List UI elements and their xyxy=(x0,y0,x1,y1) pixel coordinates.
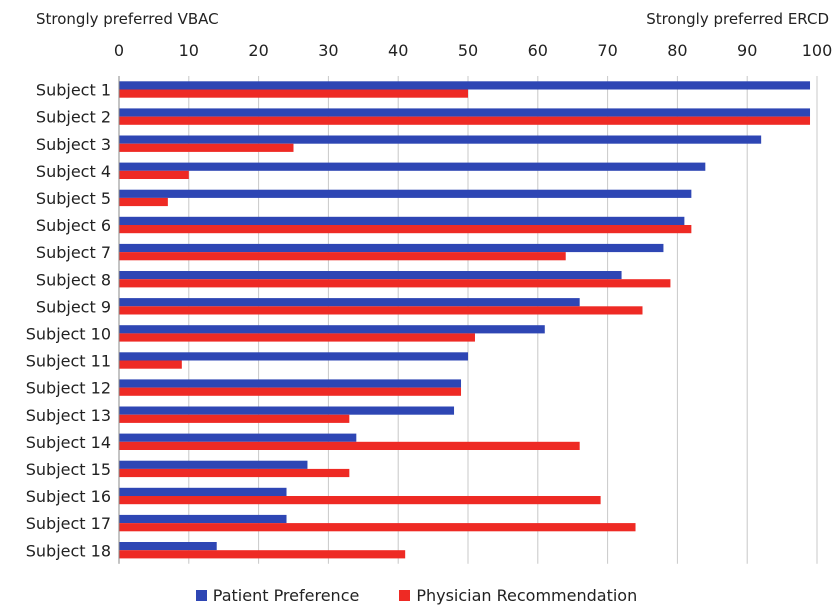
bar-physician-13 xyxy=(119,414,350,423)
legend-swatch-patient xyxy=(195,590,207,601)
bar-physician-2 xyxy=(119,116,811,125)
x-tick-label-90: 90 xyxy=(737,41,757,60)
bar-patient-3 xyxy=(119,135,762,144)
legend-swatch-physician xyxy=(399,590,411,601)
category-label-15: Subject 15 xyxy=(26,460,111,479)
bar-physician-16 xyxy=(119,496,601,505)
bar-patient-1 xyxy=(119,81,811,90)
x-tick-label-20: 20 xyxy=(248,41,268,60)
bars xyxy=(119,81,811,559)
bar-patient-6 xyxy=(119,216,685,225)
x-tick-label-70: 70 xyxy=(597,41,617,60)
category-label-5: Subject 5 xyxy=(36,189,111,208)
legend-item-patient-preference: Patient Preference xyxy=(195,586,360,605)
legend-label-patient: Patient Preference xyxy=(212,586,360,605)
bar-patient-10 xyxy=(119,325,545,334)
bar-patient-4 xyxy=(119,162,706,171)
category-label-1: Subject 1 xyxy=(36,81,111,100)
x-tick-label-30: 30 xyxy=(318,41,338,60)
category-label-3: Subject 3 xyxy=(36,135,111,154)
bar-physician-15 xyxy=(119,468,350,478)
category-label-11: Subject 11 xyxy=(26,352,111,371)
category-label-13: Subject 13 xyxy=(26,406,111,425)
bar-physician-8 xyxy=(119,279,671,288)
category-label-16: Subject 16 xyxy=(26,487,111,506)
bar-physician-17 xyxy=(119,523,636,532)
bar-physician-4 xyxy=(119,170,189,179)
category-labels: Subject 1 Subject 2 Subject 3 Subject 4 Subj… xyxy=(26,81,111,561)
bar-patient-15 xyxy=(119,460,308,469)
bar-chart: 0 10 20 30 40 50 60 70 80 90 100 Subject 1Subject … xyxy=(26,41,832,564)
category-label-7: Subject 7 xyxy=(36,243,111,262)
bar-patient-17 xyxy=(119,514,287,524)
bar-physician-3 xyxy=(119,143,294,152)
category-label-2: Subject 2 xyxy=(36,108,111,127)
grid-lines xyxy=(118,76,818,564)
bar-physician-7 xyxy=(119,252,566,261)
bar-physician-12 xyxy=(119,387,462,396)
x-tick-label-60: 60 xyxy=(528,41,548,60)
x-tick-label-0: 0 xyxy=(114,41,124,60)
legend: Patient Preference Physician Recommendat… xyxy=(0,586,833,605)
left-end-label: Strongly preferred VBAC xyxy=(36,10,219,28)
x-tick-label-50: 50 xyxy=(458,41,478,60)
bar-physician-9 xyxy=(119,306,643,315)
category-label-9: Subject 9 xyxy=(36,297,111,316)
bar-patient-2 xyxy=(119,108,811,117)
category-label-6: Subject 6 xyxy=(36,216,111,235)
x-tick-label-80: 80 xyxy=(667,41,687,60)
x-tick-labels: 0 10 20 30 40 50 60 70 80 90 100 xyxy=(114,41,832,60)
category-label-10: Subject 10 xyxy=(26,324,111,343)
category-label-18: Subject 18 xyxy=(26,541,111,560)
legend-item-physician-recommendation: Physician Recommendation xyxy=(399,586,637,605)
bar-physician-6 xyxy=(119,225,692,234)
bar-patient-13 xyxy=(119,406,455,415)
x-tick-label-100: 100 xyxy=(802,41,833,60)
bar-patient-12 xyxy=(119,379,462,388)
bar-physician-14 xyxy=(119,441,580,450)
category-label-4: Subject 4 xyxy=(36,162,111,181)
bar-physician-1 xyxy=(119,89,468,98)
category-label-8: Subject 8 xyxy=(36,270,111,289)
bar-physician-18 xyxy=(119,550,406,559)
bar-patient-11 xyxy=(119,352,468,361)
bar-patient-16 xyxy=(119,487,287,496)
bar-physician-10 xyxy=(119,333,475,342)
bar-patient-5 xyxy=(119,189,692,198)
legend-label-physician: Physician Recommendation xyxy=(416,586,638,605)
bar-patient-14 xyxy=(119,433,357,442)
x-tick-label-10: 10 xyxy=(179,41,199,60)
bar-patient-8 xyxy=(119,271,622,280)
bar-physician-11 xyxy=(119,360,182,369)
category-label-17: Subject 17 xyxy=(26,514,111,533)
bar-patient-7 xyxy=(119,243,664,253)
bar-patient-18 xyxy=(119,542,217,551)
x-tick-label-40: 40 xyxy=(388,41,408,60)
right-end-label: Strongly preferred ERCD xyxy=(646,10,829,28)
bar-patient-9 xyxy=(119,298,580,307)
bar-physician-5 xyxy=(119,197,168,207)
category-label-12: Subject 12 xyxy=(26,379,111,398)
category-label-14: Subject 14 xyxy=(26,433,111,452)
